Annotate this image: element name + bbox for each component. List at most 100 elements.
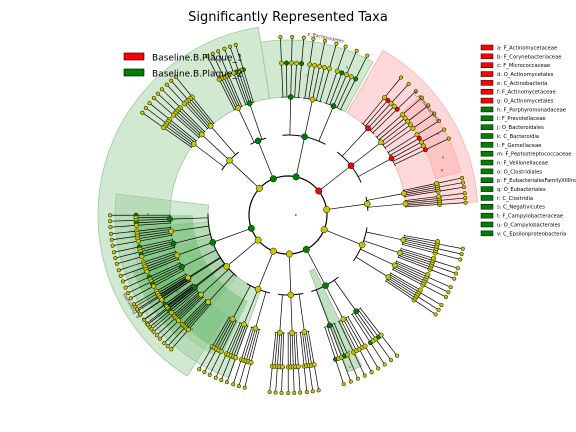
biomarker-label: d: O_Actinomycetales [497,72,554,78]
biomarker-label: h: F_Porphyromonadaceae [497,107,566,113]
taxon-node [413,89,418,94]
branch [413,299,436,315]
branch [245,328,256,362]
branch [334,323,349,355]
branch [319,40,326,67]
taxon-node [176,318,182,324]
taxon-node [344,72,350,78]
branch [182,299,207,325]
taxon-node [382,95,387,101]
branch [215,353,227,378]
branch [216,319,233,350]
biomarker-swatch [480,71,494,77]
branch [149,262,181,278]
biomarker-letter: s [147,212,149,216]
biomarker-label: g: O_Actinomycetales [497,99,554,105]
branch [177,295,203,320]
branch [429,269,455,279]
taxon-node [198,131,205,138]
branch [392,269,424,286]
branch [248,328,258,362]
taxon-node [107,213,113,218]
branch [326,203,368,210]
branch [351,313,371,343]
taxon-node [345,352,351,358]
branch [147,308,169,325]
taxon-node [363,200,371,208]
biomarker-swatch [480,230,494,237]
branch [324,326,336,360]
legend-label-group1: Baseline.B.Plaque_1 [152,54,243,64]
biomarker-swatch [480,168,494,175]
branch [153,97,174,116]
taxon-node [365,125,371,132]
branch [353,312,374,342]
branch [161,89,181,108]
branch [439,202,466,205]
branch [375,338,392,361]
taxon-node [405,118,411,124]
branch [380,121,408,143]
biomarker-swatch [480,115,494,122]
taxon-node [432,111,437,116]
branch [403,238,437,247]
taxon-node [425,272,431,277]
branch [402,244,436,254]
taxon-node [236,384,241,389]
branch [364,345,379,369]
branch [193,143,225,168]
branch [350,142,382,167]
branch [116,256,142,265]
biomarker-swatch [480,204,494,210]
branch [174,293,201,317]
branch [341,127,369,157]
taxon-node [436,193,442,199]
taxon-node [233,355,239,361]
taxon-node [388,100,394,106]
branch [319,68,330,102]
branch [294,63,297,98]
biomarker-swatch [480,221,494,228]
branch [169,119,197,142]
branch [315,289,330,326]
taxon-node [435,239,441,244]
taxon-node [302,245,310,253]
branch [399,253,432,266]
taxon-node [459,252,464,257]
branch [399,251,433,264]
branch [158,276,188,296]
taxon-node [347,162,355,169]
branch [153,269,184,287]
taxon-node [114,261,119,266]
taxon-node [422,147,428,153]
taxon-node [231,382,236,387]
branch [280,37,282,64]
taxon-node [434,180,440,186]
branch [204,349,217,373]
biomarker-label: a: F_Actinomycetaceae [497,45,557,51]
taxon-node [348,74,354,80]
branch [403,186,438,194]
taxon-node [151,95,156,101]
biomarker-swatch [480,133,494,139]
branch [398,255,431,268]
branch [180,107,205,132]
branch [376,114,403,138]
taxon-node [207,123,214,129]
taxon-node [256,184,263,192]
taxon-node [139,254,145,260]
biomarker-swatch [480,212,494,219]
branch [308,365,314,392]
branch [146,307,168,324]
branch [243,289,259,325]
branch [326,326,339,359]
branch [404,190,439,197]
branch [240,70,252,103]
branch [173,114,200,138]
branch [171,329,189,350]
biomarker-letter: g [441,168,443,172]
branch [365,100,389,127]
branch [181,249,217,268]
taxon-node [247,224,255,232]
branch [111,235,138,241]
